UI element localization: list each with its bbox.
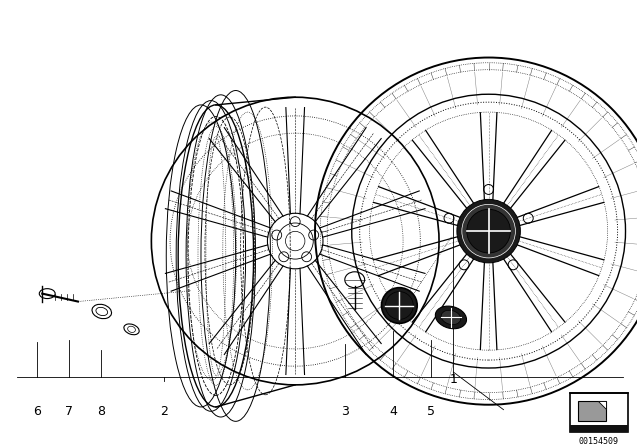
Polygon shape bbox=[598, 401, 605, 409]
Circle shape bbox=[381, 288, 417, 323]
Text: 7: 7 bbox=[65, 405, 73, 418]
Text: 1: 1 bbox=[449, 374, 457, 387]
Text: 8: 8 bbox=[97, 405, 105, 418]
Circle shape bbox=[457, 199, 520, 263]
Bar bbox=[570, 425, 627, 432]
Ellipse shape bbox=[441, 310, 461, 325]
Text: 00154509: 00154509 bbox=[579, 437, 619, 447]
Circle shape bbox=[462, 204, 515, 258]
Text: 2: 2 bbox=[161, 405, 168, 418]
Text: 4: 4 bbox=[389, 405, 397, 418]
Ellipse shape bbox=[435, 306, 467, 329]
Bar bbox=[578, 401, 605, 421]
Text: 3: 3 bbox=[342, 405, 349, 418]
Text: 5: 5 bbox=[427, 405, 435, 418]
Circle shape bbox=[467, 209, 511, 253]
Text: 6: 6 bbox=[33, 405, 42, 418]
Bar bbox=[570, 393, 627, 432]
